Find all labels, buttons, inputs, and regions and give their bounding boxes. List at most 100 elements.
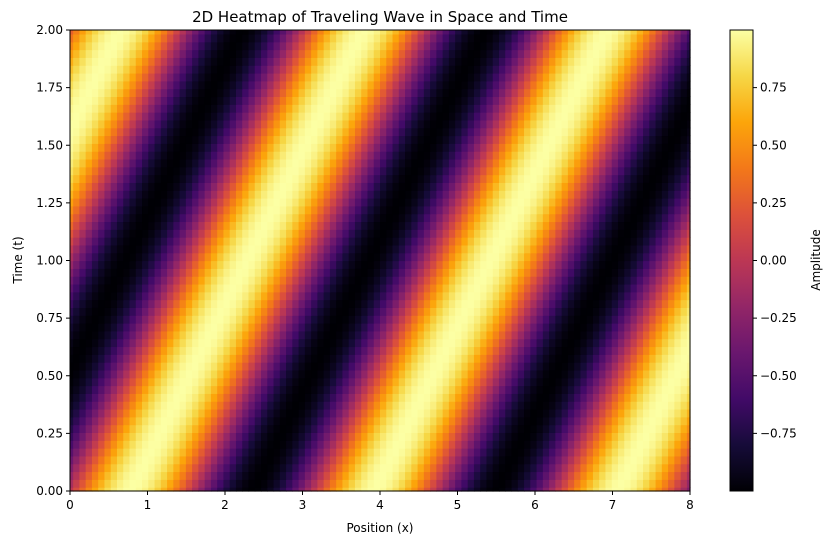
heatmap-cell [455,205,463,215]
heatmap-cell [555,166,563,176]
heatmap-cell [198,174,206,183]
heatmap-cell [680,440,688,449]
heatmap-cell [542,158,550,168]
heatmap-cell [661,323,669,332]
heatmap-cell [567,315,575,324]
heatmap-cell [91,244,99,254]
heatmap-cell [273,432,281,441]
heatmap-cell [517,455,525,465]
heatmap-cell [674,276,682,285]
heatmap-cell [405,338,412,348]
heatmap-cell [655,237,663,246]
heatmap-cell [98,143,106,152]
heatmap-cell [242,315,250,324]
heatmap-cell [329,487,337,492]
heatmap-cell [486,362,494,371]
heatmap-cell [248,463,256,473]
heatmap-cell [592,416,600,426]
heatmap-cell [198,346,206,355]
heatmap-cell [517,237,525,246]
heatmap-cell [317,354,325,363]
heatmap-cell [116,323,124,332]
heatmap-cell [492,487,500,492]
heatmap-cell [348,104,356,113]
heatmap-cell [261,244,268,254]
heatmap-cell [242,369,250,379]
heatmap-cell [605,330,613,340]
heatmap-cell [348,315,356,324]
heatmap-cell [160,323,168,332]
heatmap-cell [442,291,450,301]
heatmap-cell [605,104,613,113]
heatmap-cell [329,354,337,363]
heatmap-cell [643,369,650,379]
heatmap-cell [79,487,87,492]
heatmap-cell [104,213,112,223]
heatmap-cell [373,244,381,254]
heatmap-cell [298,377,306,387]
heatmap-cell [492,448,500,457]
heatmap-cell [267,205,275,215]
heatmap-cell [455,362,463,371]
heatmap-cell [304,354,312,363]
heatmap-cell [668,448,675,457]
heatmap-cell [430,432,437,441]
heatmap-cell [617,260,625,269]
heatmap-cell [643,307,650,316]
heatmap-cell [380,393,387,402]
heatmap-cell [605,323,613,332]
heatmap-cell [430,174,437,183]
heatmap-cell [323,385,331,394]
heatmap-cell [179,455,187,465]
heatmap-cell [580,283,588,293]
heatmap-cell [135,448,143,457]
heatmap-cell [674,330,682,340]
heatmap-cell [430,252,437,262]
heatmap-cell [492,377,500,387]
heatmap-cell [549,354,556,363]
heatmap-cell [98,369,106,379]
heatmap-cell [198,135,206,144]
heatmap-cell [430,416,437,426]
heatmap-cell [242,213,250,223]
heatmap-cell [405,424,412,433]
heatmap-cell [167,455,174,465]
heatmap-cell [123,283,131,293]
heatmap-cell [574,260,581,269]
heatmap-cell [286,135,293,144]
heatmap-cell [354,104,362,113]
heatmap-cell [436,252,444,262]
heatmap-cell [661,174,669,183]
heatmap-cell [586,190,594,199]
heatmap-cell [549,252,556,262]
heatmap-cell [386,291,394,301]
heatmap-cell [668,190,675,199]
heatmap-cell [167,104,174,113]
heatmap-cell [423,377,431,387]
heatmap-cell [123,432,131,441]
heatmap-cell [336,260,344,269]
heatmap-cell [486,440,494,449]
heatmap-cell [492,166,500,176]
heatmap-cell [599,190,607,199]
heatmap-cell [261,307,268,316]
heatmap-cell [204,158,212,168]
heatmap-cell [267,432,275,441]
heatmap-cell [442,213,450,223]
heatmap-cell [342,424,350,433]
heatmap-cell [492,424,500,433]
heatmap-cell [254,205,262,215]
heatmap-cell [473,487,481,492]
heatmap-cell [361,323,369,332]
heatmap-cell [329,479,337,488]
heatmap-cell [304,487,312,492]
heatmap-cell [430,119,437,129]
heatmap-cell [536,174,544,183]
heatmap-cell [223,408,231,418]
heatmap-cell [567,330,575,340]
heatmap-cell [636,283,644,293]
heatmap-cell [235,213,243,223]
heatmap-cell [455,401,463,410]
heatmap-cell [686,401,691,410]
heatmap-cell [286,362,293,371]
